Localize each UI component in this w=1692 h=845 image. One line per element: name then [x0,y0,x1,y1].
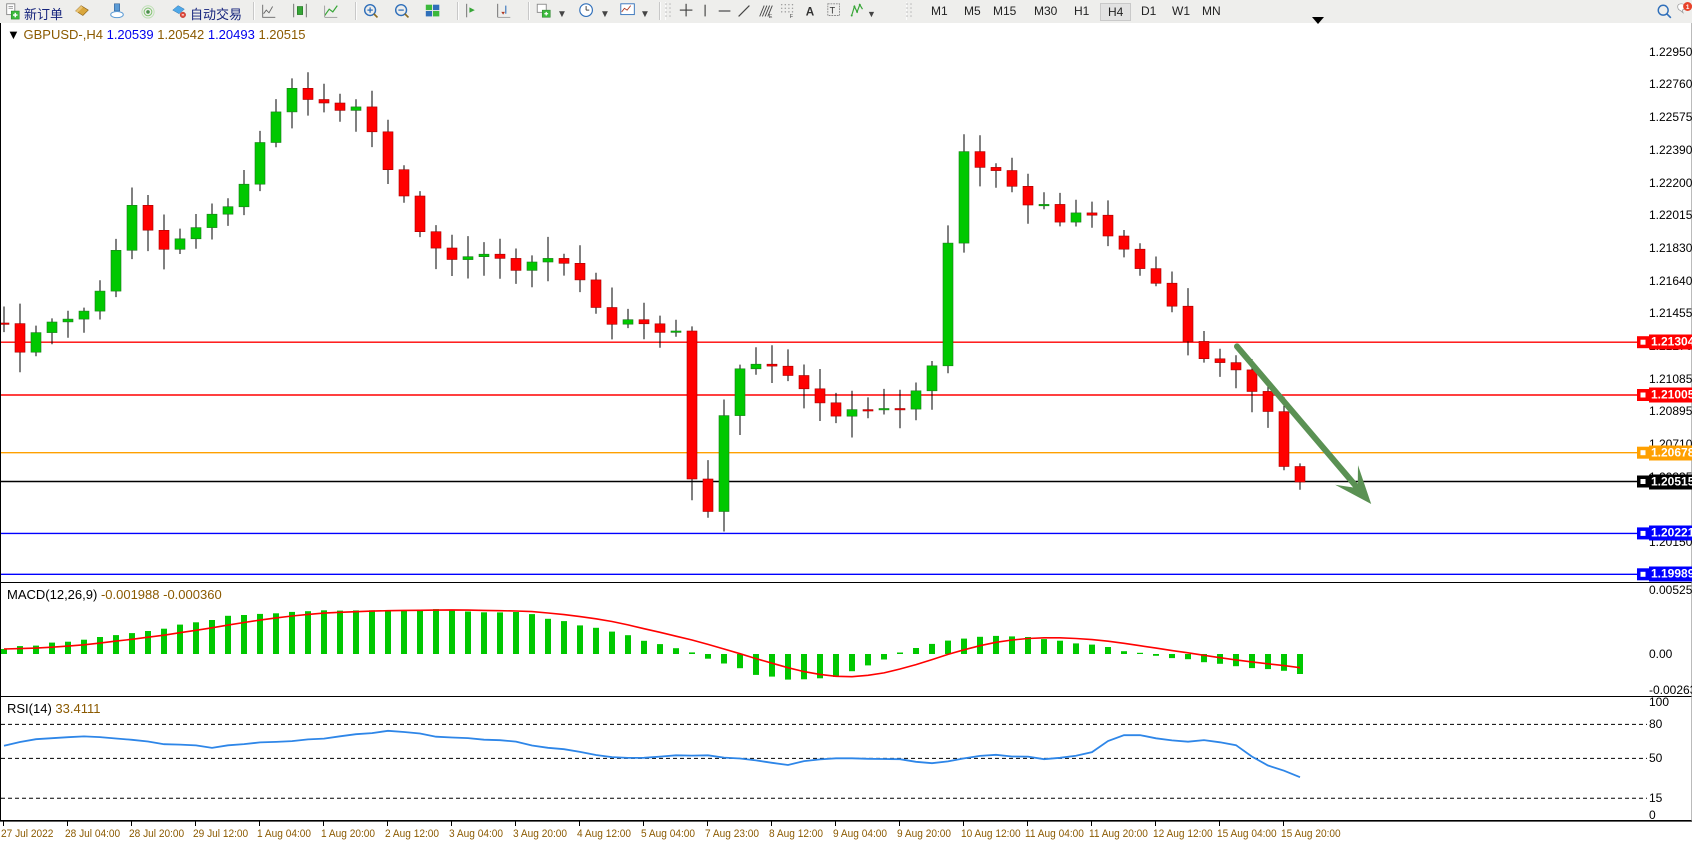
svg-text:A: A [806,6,815,19]
svg-text:F: F [790,14,794,20]
svg-text:E: E [769,14,773,20]
svg-text:T: T [830,6,836,16]
svg-text:1: 1 [1686,4,1690,11]
